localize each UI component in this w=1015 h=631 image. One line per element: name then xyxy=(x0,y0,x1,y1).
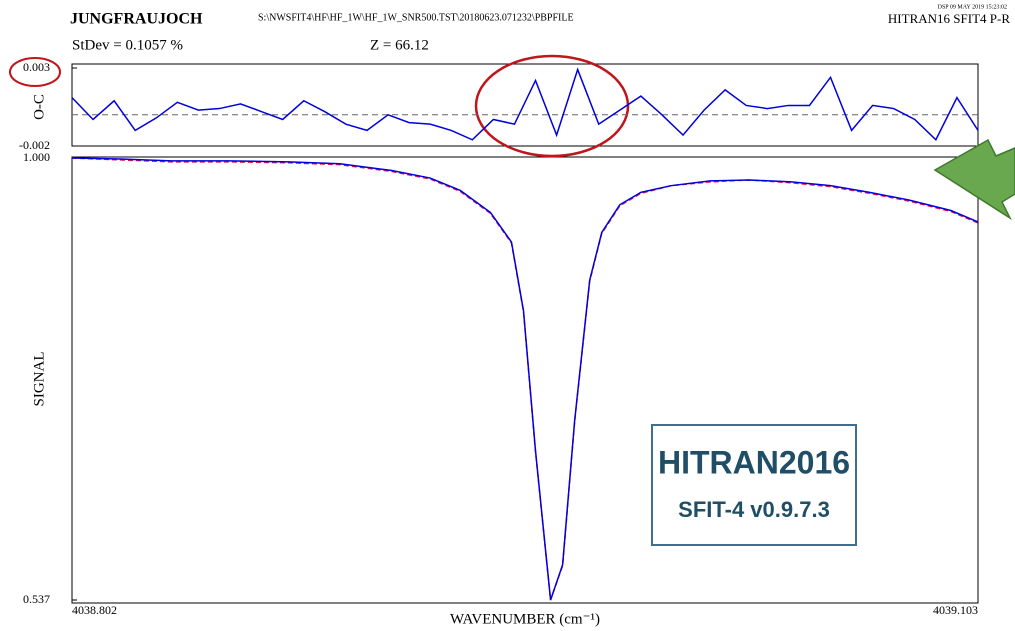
highlight-ellipse xyxy=(9,57,61,87)
y-tick-label: 0.003 xyxy=(23,60,50,74)
file-path: S:\NWSFIT4\HF\HF_1W\HF_1W_SNR500.TST\201… xyxy=(258,12,574,23)
x-tick-label: 4039.103 xyxy=(933,603,978,617)
residual-frame xyxy=(71,63,979,147)
data-line xyxy=(71,67,979,142)
stdev-label: StDev = 0.1057 % xyxy=(72,37,183,53)
x-axis-label: WAVENUMBER (cm⁻¹) xyxy=(450,611,600,627)
y-tick-label: 0.537 xyxy=(23,592,50,606)
site-title: JUNGFRAUJOCH xyxy=(70,11,203,28)
y-axis-label: O-C xyxy=(31,94,47,120)
annotation-box xyxy=(651,424,857,546)
signal-frame xyxy=(71,156,979,604)
highlight-ellipse xyxy=(474,54,630,158)
arrow xyxy=(933,138,1015,221)
run-label: HITRAN16 SFIT4 P-R xyxy=(888,11,1010,26)
annotation-text: SFIT-4 v0.9.7.3 xyxy=(678,497,830,522)
z-label: Z = 66.12 xyxy=(370,37,429,53)
date-stamp: DSP 09 MAY 2019 15:23:02 xyxy=(938,4,1007,10)
data-line xyxy=(71,157,979,601)
annotation-text: HITRAN2016 xyxy=(658,444,850,480)
data-line xyxy=(71,157,979,601)
y-tick-label: -0.002 xyxy=(19,138,50,152)
x-tick-label: 4038.802 xyxy=(72,603,117,617)
y-tick-label: 1.000 xyxy=(23,150,50,164)
y-axis-label: SIGNAL xyxy=(31,352,47,407)
